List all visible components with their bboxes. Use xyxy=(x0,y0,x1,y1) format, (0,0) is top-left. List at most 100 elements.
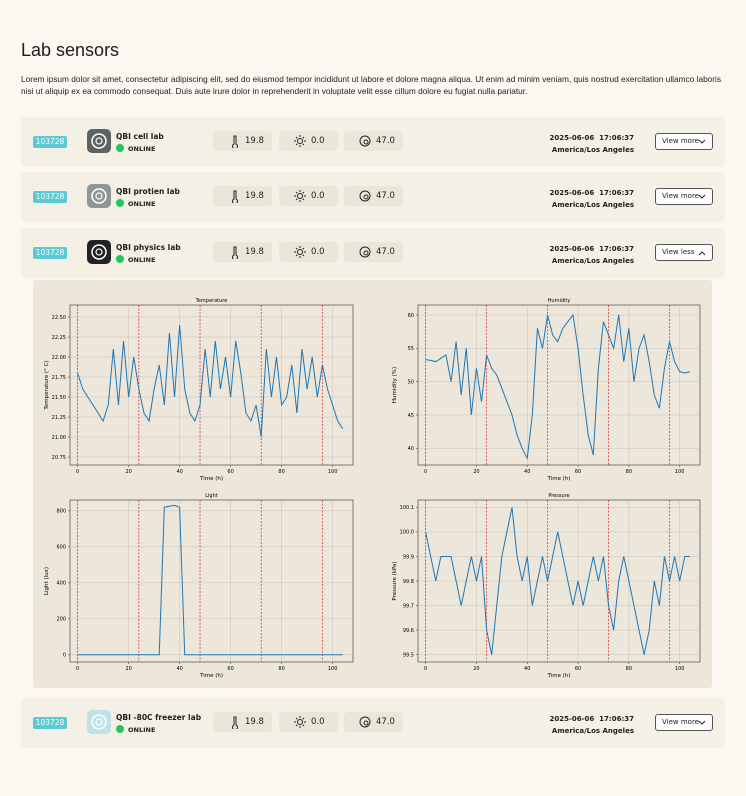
button-label: View more xyxy=(662,137,699,145)
x-tick-label: 0 xyxy=(424,469,427,475)
light-icon xyxy=(294,716,306,728)
y-axis-label: Temperature (° C) xyxy=(44,360,50,410)
timezone-text: America/Los Angeles xyxy=(551,201,634,209)
x-tick-label: 0 xyxy=(76,666,79,672)
humidity-value: 47.0 xyxy=(376,247,395,257)
y-tick-label: 99.7 xyxy=(403,603,414,609)
light-pill: 0.0 xyxy=(279,712,338,732)
chart-panel: 20.75 21.00 21.25 21.50 21.75 22.00 22.25 22.50… xyxy=(33,280,712,688)
light-value: 0.0 xyxy=(311,136,325,146)
sensor-time: 2025-06-06 17:06:37 America/Los Angeles xyxy=(550,243,634,267)
toggle-button[interactable]: View more xyxy=(655,133,713,150)
date-text: 2025-06-06 17:06:37 xyxy=(549,189,634,197)
sensor-icon xyxy=(87,710,111,734)
chart-title: Light xyxy=(205,493,218,499)
temperature-icon xyxy=(232,246,238,259)
date-text: 2025-06-06 17:06:37 xyxy=(549,715,634,723)
x-tick-label: 40 xyxy=(524,469,530,475)
sensor-id: 103728 xyxy=(33,191,67,203)
sensor-name: QBI protien lab xyxy=(116,187,180,196)
chart-title: Pressure xyxy=(548,493,569,499)
light-icon xyxy=(294,246,306,258)
y-tick-label: 99.8 xyxy=(403,579,414,585)
x-tick-label: 60 xyxy=(227,469,233,475)
status-text: ONLINE xyxy=(128,256,156,264)
status-dot xyxy=(116,725,124,733)
light-pill: 0.0 xyxy=(279,242,338,262)
y-tick-label: 200 xyxy=(56,617,66,623)
light-pill: 0.0 xyxy=(279,186,338,206)
toggle-button[interactable]: View more xyxy=(655,714,713,731)
y-axis-label: Humidity (%) xyxy=(392,367,398,403)
chart-title: Temperature xyxy=(195,298,228,304)
chevron xyxy=(698,720,706,725)
timezone-text: America/Los Angeles xyxy=(551,727,634,735)
temperature-value: 19.8 xyxy=(245,136,264,146)
chevron xyxy=(698,139,706,144)
sensor-time: 2025-06-06 17:06:37 America/Los Angeles xyxy=(550,713,634,737)
chevron xyxy=(698,194,706,199)
y-tick-label: 60 xyxy=(408,313,414,319)
sensor-icon xyxy=(87,184,111,208)
button-label: View more xyxy=(662,192,699,200)
sensor-card: 103728 QBI protien lab ONLINE 19.8 0.0 47.0 20… xyxy=(21,172,725,222)
humidity-pill: 47.0 xyxy=(344,131,403,151)
y-tick-label: 0 xyxy=(63,653,66,659)
temperature-pill: 19.8 xyxy=(213,242,272,262)
status-text: ONLINE xyxy=(128,145,156,153)
y-tick-label: 600 xyxy=(56,545,66,551)
status-dot xyxy=(116,144,124,152)
sensor-card: 103728 QBI cell lab ONLINE 19.8 0.0 47.0 2025-… xyxy=(21,117,725,167)
status-text: ONLINE xyxy=(128,726,156,734)
status-dot xyxy=(116,255,124,263)
x-tick-label: 20 xyxy=(473,469,479,475)
y-tick-label: 100.0 xyxy=(400,530,414,536)
sensor-status: ONLINE xyxy=(116,255,155,264)
sensor-id: 103728 xyxy=(33,136,67,148)
y-tick-label: 99.6 xyxy=(403,628,414,634)
humidity-icon xyxy=(359,135,371,147)
button-label: View more xyxy=(662,718,699,726)
temperature-value: 19.8 xyxy=(245,247,264,257)
y-tick-label: 100.1 xyxy=(400,505,414,511)
x-tick-label: 20 xyxy=(473,666,479,672)
y-axis-label: Pressure (kPa) xyxy=(392,561,398,600)
x-tick-label: 40 xyxy=(176,666,182,672)
y-tick-label: 99.9 xyxy=(403,554,414,560)
sensor-status: ONLINE xyxy=(116,199,155,208)
light-value: 0.0 xyxy=(311,247,325,257)
x-tick-label: 60 xyxy=(575,666,581,672)
humidity-icon xyxy=(359,716,371,728)
x-tick-label: 40 xyxy=(176,469,182,475)
humidity-value: 47.0 xyxy=(376,136,395,146)
sensor-status: ONLINE xyxy=(116,144,155,153)
charts: 20.75 21.00 21.25 21.50 21.75 22.00 22.25 22.50… xyxy=(44,298,701,679)
sensor-id: 103728 xyxy=(33,247,67,259)
sensor-card: 103728 QBI physics lab ONLINE 19.8 0.0 47.0 20… xyxy=(21,228,725,278)
toggle-button[interactable]: View more xyxy=(655,188,713,205)
x-tick-label: 40 xyxy=(524,666,530,672)
humidity-pill: 47.0 xyxy=(344,242,403,262)
y-tick-label: 21.75 xyxy=(52,375,66,381)
toggle-button[interactable]: View less xyxy=(655,244,713,261)
y-tick-label: 50 xyxy=(408,379,414,385)
icon-glyph xyxy=(91,133,107,149)
x-tick-label: 80 xyxy=(626,666,632,672)
sensor-icon xyxy=(87,129,111,153)
status-dot xyxy=(116,199,124,207)
y-tick-label: 99.5 xyxy=(403,652,414,658)
x-tick-label: 60 xyxy=(227,666,233,672)
button-label: View less xyxy=(662,248,695,256)
y-tick-label: 45 xyxy=(408,413,414,419)
timezone-text: America/Los Angeles xyxy=(551,257,634,265)
x-axis-label: Time (h) xyxy=(547,673,571,679)
x-tick-label: 100 xyxy=(328,469,338,475)
sensor-time: 2025-06-06 17:06:37 America/Los Angeles xyxy=(550,187,634,211)
x-tick-label: 0 xyxy=(424,666,427,672)
status-text: ONLINE xyxy=(128,200,156,208)
x-axis-label: Time (h) xyxy=(547,476,571,482)
temperature-icon xyxy=(232,135,238,148)
chevron xyxy=(698,251,706,256)
sensor-card: 103728 QBI -80C freezer lab ONLINE 19.8 0.0 4… xyxy=(21,698,725,748)
y-tick-label: 21.50 xyxy=(52,395,66,401)
